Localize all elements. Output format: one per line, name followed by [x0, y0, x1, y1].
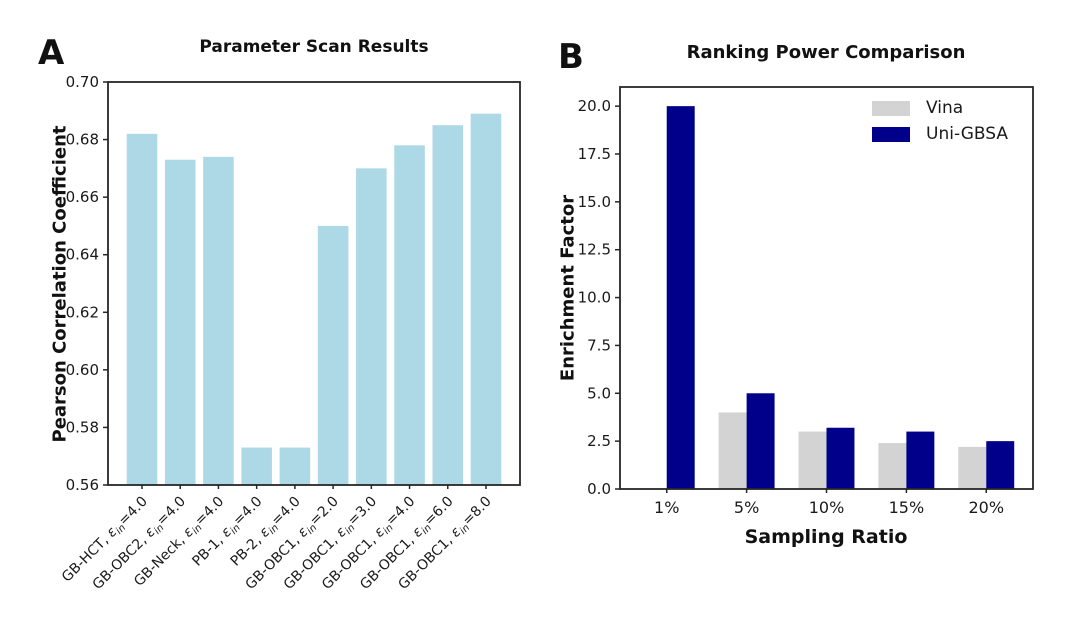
- panelB-ytick-label: 7.5: [587, 336, 611, 354]
- panelA-bar-7: [394, 145, 425, 486]
- legend: Vina Uni-GBSA: [872, 100, 1008, 152]
- panelB-ytick-label: 17.5: [578, 145, 611, 163]
- panelB-ytick-label: 2.5: [587, 432, 611, 450]
- panelB-vina-bar-2: [798, 431, 827, 489]
- panelA-ytick-label: 0.60: [66, 361, 99, 379]
- panelB-xtick-label: 5%: [734, 498, 759, 517]
- panelB-ytick-label: 12.5: [578, 241, 611, 259]
- panelB-uni-gbsa-bar-4: [986, 441, 1015, 489]
- vina-legend-label: Vina: [926, 98, 964, 118]
- panelA-bar-8: [432, 125, 464, 485]
- panelA-bar-4: [279, 447, 311, 485]
- panelB-ytick-label: 20.0: [578, 97, 611, 115]
- vina-legend-swatch: [872, 101, 910, 116]
- panelA-bar-3: [241, 447, 272, 485]
- panel-b-letter: B: [558, 37, 584, 77]
- uni-gbsa-legend-label: Uni-GBSA: [926, 124, 1008, 144]
- panel-a-title: Parameter Scan Results: [199, 37, 429, 57]
- panelA-bar-2: [203, 156, 234, 486]
- panelA-ytick-label: 0.62: [66, 303, 99, 321]
- panelB-vina-bar-4: [958, 446, 987, 489]
- panelA-bar-6: [356, 168, 387, 485]
- panelB-ytick-label: 0.0: [587, 480, 611, 498]
- panel-b-x-axis-label: Sampling Ratio: [744, 526, 908, 548]
- panelA-ytick-label: 0.56: [66, 476, 99, 494]
- panelB-ytick-label: 15.0: [578, 193, 611, 211]
- panelA-spines: [107, 81, 521, 486]
- legend-row-vina: Vina: [872, 100, 1008, 117]
- panel-b-chart: 0.0 2.5 5.0 7.5 10.0 12.5 15.0 17.5 20.0 1% 5% 10% 1…: [578, 86, 1034, 517]
- panel-a-letter: A: [38, 33, 65, 73]
- panelA-ytick-label: 0.58: [66, 418, 99, 436]
- panelB-ytick-label: 10.0: [578, 289, 611, 307]
- uni-gbsa-legend-swatch: [872, 127, 910, 142]
- panelA-ytick-label: 0.68: [66, 131, 99, 149]
- panelB-xtick-label: 15%: [889, 498, 925, 517]
- panelB-xtick-label: 1%: [654, 498, 679, 517]
- panelB-uni-gbsa-bar-3: [906, 431, 935, 489]
- panel-b-title: Ranking Power Comparison: [686, 42, 966, 63]
- panelA-bar-9: [470, 113, 502, 486]
- panelB-vina-bar-3: [878, 443, 907, 489]
- panelA-bar-1: [164, 159, 196, 485]
- panelB-xtick-label: 10%: [809, 498, 845, 517]
- panelB-ytick-label: 5.0: [587, 384, 611, 402]
- panelB-vina-bar-1: [718, 412, 747, 489]
- panelB-uni-gbsa-bar-0: [666, 106, 695, 490]
- panelB-uni-gbsa-bar-2: [826, 427, 855, 489]
- panel-a-chart: 0.560.580.600.620.640.660.680.70GB-HCT, …: [59, 73, 521, 593]
- panelA-ytick-label: 0.64: [66, 246, 99, 264]
- legend-row-uni-gbsa: Uni-GBSA: [872, 126, 1008, 143]
- panelA-ytick-label: 0.70: [66, 73, 99, 91]
- panelB-xtick-label: 20%: [968, 498, 1004, 517]
- panelA-bar-0: [126, 133, 158, 486]
- panelA-ytick-label: 0.66: [66, 188, 99, 206]
- panelB-uni-gbsa-bar-1: [746, 393, 775, 489]
- panelA-bar-5: [317, 225, 349, 485]
